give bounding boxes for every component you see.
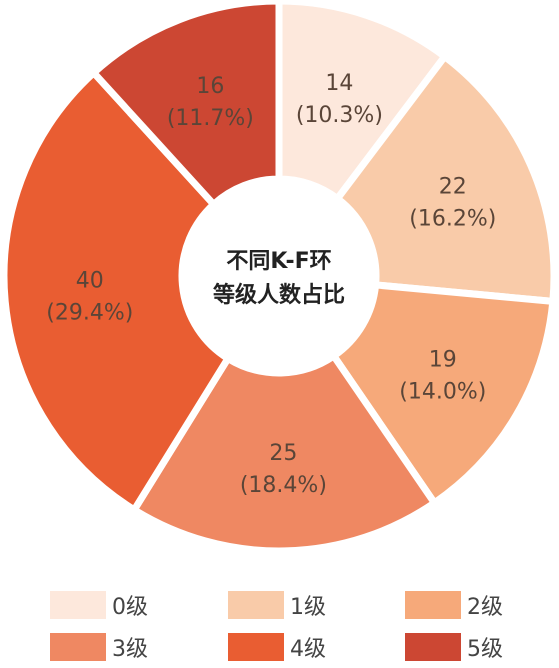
legend-swatch-4 [228, 633, 284, 661]
legend-swatch-5 [405, 633, 461, 661]
legend-item-3: 3级 [50, 630, 148, 664]
legend-swatch-3 [50, 633, 106, 661]
slice-5 [88, 0, 283, 210]
slice-value-label-0: 14 [325, 71, 353, 96]
legend-label-2: 2级 [467, 595, 503, 620]
legend-item-4: 4级 [228, 630, 326, 664]
slice-percent-label-0: (10.3%) [296, 103, 383, 128]
slice-2 [328, 281, 557, 508]
center-title-line-0: 不同K-F环 [226, 249, 331, 274]
slice-0 [275, 0, 450, 204]
slice-value-label-4: 40 [76, 269, 104, 294]
slice-value-label-5: 16 [196, 74, 224, 99]
legend-label-1: 1级 [290, 595, 326, 620]
chart-legend: 0级 1级 2级 3级 4级 5级 [0, 580, 559, 668]
slice-value-label-1: 22 [439, 174, 467, 199]
legend-label-0: 0级 [112, 595, 148, 620]
legend-swatch-2 [405, 591, 461, 619]
legend-item-1: 1级 [228, 588, 326, 622]
slice-percent-label-3: (18.4%) [240, 473, 327, 498]
slice-percent-label-5: (11.7%) [167, 106, 254, 131]
legend-swatch-0 [50, 591, 106, 619]
legend-label-3: 3级 [112, 637, 148, 662]
slice-3 [129, 351, 440, 555]
slice-value-label-2: 19 [429, 347, 457, 372]
slice-value-label-3: 25 [269, 441, 297, 466]
slice-4 [0, 67, 233, 515]
center-title-line-1: 等级人数占比 [213, 282, 345, 308]
legend-label-4: 4级 [290, 637, 326, 662]
legend-label-5: 5级 [467, 637, 503, 662]
legend-swatch-1 [228, 591, 284, 619]
legend-item-2: 2级 [405, 588, 503, 622]
slice-1 [332, 51, 558, 306]
slice-percent-label-4: (29.4%) [46, 301, 133, 326]
slice-percent-label-1: (16.2%) [409, 206, 496, 231]
donut-chart: 14 (10.3%) 22 (16.2%) 19 (14.0%) 25 (18.4%) 40 (2… [0, 0, 558, 555]
legend-item-0: 0级 [50, 588, 148, 622]
slice-percent-label-2: (14.0%) [399, 379, 486, 404]
legend-item-5: 5级 [405, 630, 503, 664]
